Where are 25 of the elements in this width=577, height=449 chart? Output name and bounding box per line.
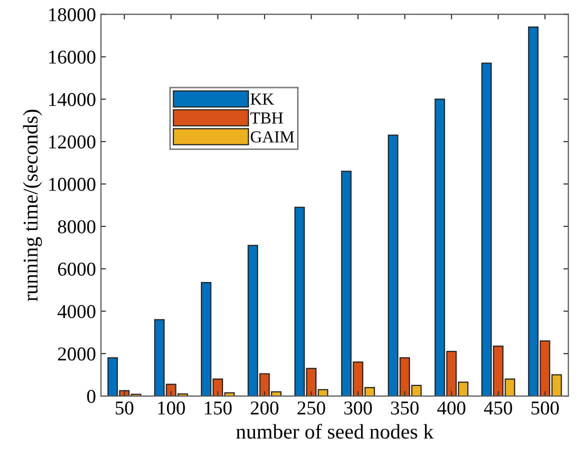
x-tick-label: 250	[298, 401, 326, 415]
y-tick-label: 4000	[58, 305, 96, 318]
x-tick-label: 50	[116, 401, 134, 415]
y-axis-title: running time/(seconds)	[22, 110, 42, 302]
legend-label: GAIM	[250, 131, 294, 143]
y-tick-label: 10000	[49, 178, 96, 191]
legend-label: TBH	[250, 112, 283, 124]
x-tick-label: 200	[250, 401, 278, 415]
y-tick-label: 12000	[49, 135, 96, 149]
y-tick-label: 2000	[58, 347, 96, 361]
x-tick-label: 150	[204, 401, 232, 415]
y-tick-label: 14000	[49, 92, 96, 106]
y-tick-label: 16000	[49, 50, 96, 64]
x-tick-label: 400	[437, 401, 466, 415]
x-tick-label: 450	[484, 401, 512, 415]
x-tick-label: 100	[158, 401, 185, 415]
x-tick-label: 350	[391, 401, 419, 415]
x-axis-title: number of seed nodes k	[236, 424, 434, 439]
y-tick-label: 0	[87, 390, 96, 403]
y-tick-label: 18000	[49, 8, 96, 22]
legend-label: KK	[250, 94, 274, 105]
x-tick-label: 300	[344, 401, 372, 415]
y-tick-label: 6000	[58, 262, 96, 276]
x-tick-label: 500	[532, 401, 559, 415]
y-tick-label: 8000	[58, 220, 96, 234]
